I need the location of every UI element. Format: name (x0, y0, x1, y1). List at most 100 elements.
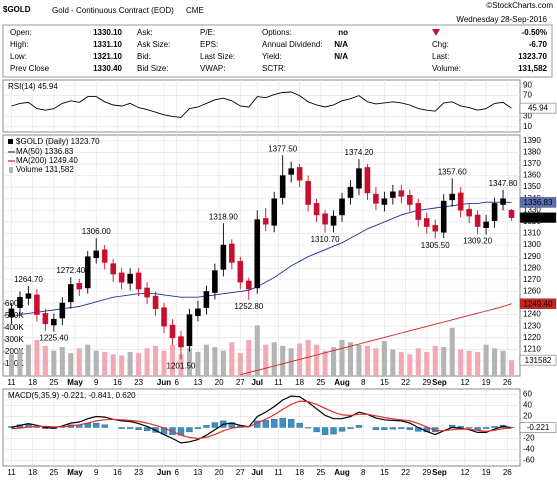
volume-bar (203, 344, 209, 376)
credit: ©StockCharts.com (486, 1, 553, 10)
y-tick-label: 1270 (523, 275, 541, 284)
candle-body (271, 198, 278, 226)
change-pct: -0.50% (522, 28, 547, 37)
histogram-bar (372, 427, 380, 430)
instrument-name: Gold - Continuous Contract (EOD) (52, 6, 174, 15)
volume-bar (186, 348, 193, 376)
value-tag (519, 102, 557, 114)
field-value: no (338, 28, 348, 37)
candle-body (457, 192, 464, 211)
line-series (11, 91, 512, 118)
candle-body (279, 175, 286, 198)
candle-body (93, 250, 100, 259)
candle-body (144, 287, 150, 298)
candle-body (195, 308, 201, 316)
volume-bar (508, 360, 515, 376)
x-tick-label: 25 (316, 378, 325, 387)
value-tag (519, 298, 557, 309)
volume-bar (432, 345, 438, 376)
x-tick-label: 13 (193, 468, 202, 477)
x-tick-label: 15 (380, 378, 389, 387)
candle-body (322, 213, 328, 225)
volume-bar (314, 344, 320, 376)
y-tick-label: 40 (523, 401, 532, 410)
y-tick-label: 30 (523, 112, 532, 121)
legend-swatch (9, 167, 13, 173)
histogram-bar (93, 422, 100, 428)
volume-bar (475, 351, 481, 376)
volume-bar (483, 344, 489, 376)
volume-bar (356, 344, 362, 376)
symbol: $GOLD (3, 5, 31, 14)
volume-bar (347, 342, 354, 376)
candle-body (76, 283, 83, 290)
volume-bar (110, 354, 116, 376)
histogram-bar (321, 427, 329, 435)
volume-bar (76, 348, 82, 376)
price-annotation: 1318.90 (209, 212, 238, 221)
volume-bar (458, 349, 464, 376)
price-annotation: 1201.50 (167, 361, 196, 370)
candle-body (407, 195, 413, 205)
volume-bar (220, 350, 226, 376)
candle-body (508, 209, 515, 218)
value-tag (519, 197, 557, 208)
y-tick-label: 1260 (523, 287, 541, 296)
candle-body (373, 193, 379, 204)
line-series (240, 303, 512, 376)
x-tick-label: 25 (49, 468, 58, 477)
candle-body (169, 324, 176, 339)
histogram-bar (491, 426, 498, 428)
field-value: 1330.40 (93, 64, 122, 73)
price-annotation: 1264.70 (14, 275, 43, 284)
field-value: 1330.10 (93, 28, 122, 37)
candle-body (339, 198, 345, 216)
x-tick-label: 11 (7, 468, 16, 477)
histogram-bar (186, 427, 193, 433)
y-tick-label: 1300 (523, 240, 541, 249)
legend-label: RSI(14) 45.94 (8, 82, 58, 91)
y2-tick-label: 200K (5, 347, 24, 356)
price-annotation: 1357.60 (438, 167, 467, 176)
x-tick-label: 22 (401, 378, 410, 387)
x-tick-label: Jul (251, 468, 263, 477)
date: Wednesday 28-Sep-2016 (456, 15, 547, 24)
candle-body (220, 244, 227, 270)
x-tick-label: 20 (215, 378, 224, 387)
y2-tick-label: 300K (5, 335, 24, 344)
field-label: EPS: (200, 40, 218, 49)
candle-body (229, 243, 235, 263)
x-tick-label: Sep (432, 378, 447, 387)
volume-bar (229, 342, 235, 376)
histogram-bar (135, 427, 142, 430)
volume-bar (195, 351, 201, 376)
summary-value: 1323.70 (518, 52, 547, 61)
candle-body (483, 221, 489, 228)
x-tick-label: 22 (401, 468, 410, 477)
x-tick-label: 25 (316, 468, 325, 477)
x-tick-label: 9 (94, 468, 99, 477)
exchange: CME (186, 6, 204, 15)
candle-body (245, 280, 252, 290)
summary-value: -6.70 (529, 40, 548, 49)
y-tick-label: 70 (523, 91, 532, 100)
x-tick-label: May (67, 378, 83, 387)
y-tick-label: 1380 (523, 147, 541, 156)
histogram-bar (313, 427, 320, 433)
y-tick-label: 1360 (523, 171, 541, 180)
legend-label: MA(50) 1336.83 (16, 147, 74, 156)
x-tick-label: 18 (295, 378, 304, 387)
x-tick-label: 29 (422, 468, 431, 477)
y-tick-label: 1350 (523, 182, 541, 191)
candle-body (17, 296, 23, 308)
field-label: Ask Size: (137, 40, 170, 49)
legend-label: MACD(5,35,9) -0.221, -0.841, 0.620 (8, 391, 136, 400)
x-tick-label: 29 (422, 378, 431, 387)
x-tick-label: 19 (482, 468, 491, 477)
candle-body (423, 218, 430, 227)
y-tick-label: 1230 (523, 321, 541, 330)
y-tick-label: 1310 (523, 229, 541, 238)
field-value: 1331.10 (93, 40, 122, 49)
